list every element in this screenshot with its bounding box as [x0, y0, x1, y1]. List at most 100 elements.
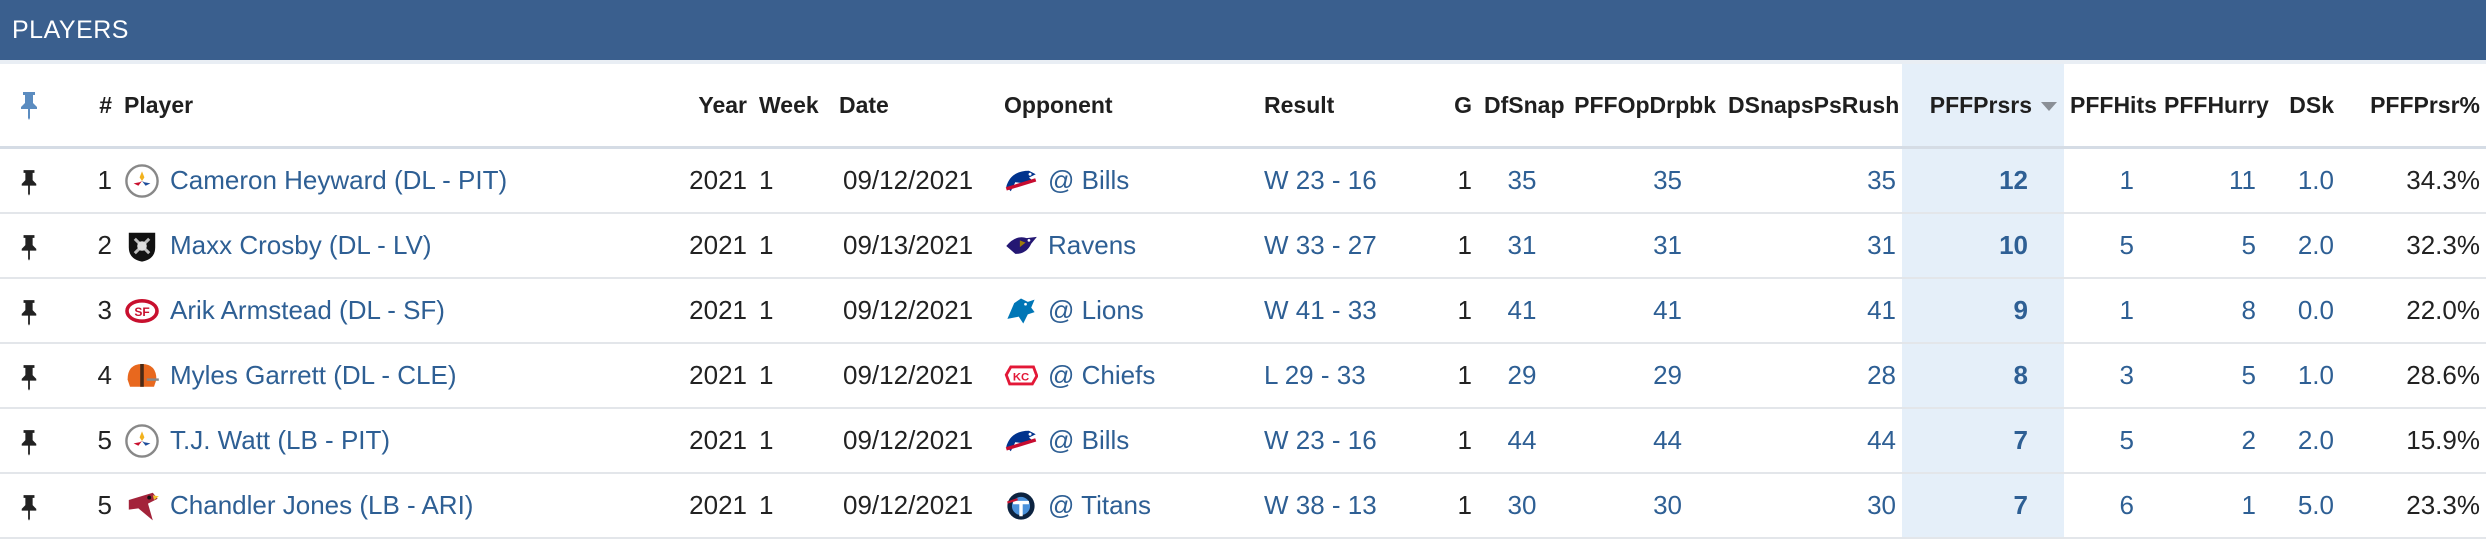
table-row[interactable]: 2 Maxx Crosby (DL - LV) 2021 1 09/13/2021 Rav… — [0, 213, 2486, 279]
table-header-row: # Player Year Week Date Opponent Result … — [0, 64, 2486, 149]
dsnapspsrush-column-header[interactable]: DSnapsPsRush — [1722, 64, 1902, 149]
rank-column-header[interactable]: # — [58, 64, 118, 149]
pffprsrs-cell[interactable]: 7 — [1902, 408, 2064, 474]
pin-row-button[interactable] — [0, 147, 58, 214]
player-link[interactable]: Myles Garrett (DL - CLE) — [170, 360, 457, 390]
dfsnap-cell[interactable]: 44 — [1478, 408, 1566, 474]
dfsnap-cell[interactable]: 29 — [1478, 343, 1566, 409]
result-link[interactable]: L 29 - 33 — [1258, 343, 1426, 409]
pin-row-button[interactable] — [0, 408, 58, 474]
pffopdrpbk-cell[interactable]: 31 — [1566, 213, 1722, 279]
dsnapspsrush-cell[interactable]: 35 — [1722, 147, 1902, 214]
opponent-link[interactable]: @ Lions — [1048, 295, 1144, 325]
dsnapspsrush-cell[interactable]: 31 — [1722, 213, 1902, 279]
result-link[interactable]: W 41 - 33 — [1258, 278, 1426, 344]
player-link[interactable]: Maxx Crosby (DL - LV) — [170, 230, 432, 260]
dfsnap-cell[interactable]: 30 — [1478, 473, 1566, 539]
g-column-header[interactable]: G — [1426, 64, 1478, 149]
opponent-link[interactable]: @ Chiefs — [1048, 360, 1156, 390]
pffopdrpbk-cell[interactable]: 41 — [1566, 278, 1722, 344]
pffhurry-cell[interactable]: 5 — [2158, 343, 2272, 409]
pffhurry-cell[interactable]: 2 — [2158, 408, 2272, 474]
rank-cell: 5 — [58, 473, 118, 539]
pin-row-button[interactable] — [0, 473, 58, 539]
dsk-cell[interactable]: 2.0 — [2272, 213, 2340, 279]
pffhurry-cell[interactable]: 5 — [2158, 213, 2272, 279]
dsk-cell[interactable]: 1.0 — [2272, 147, 2340, 214]
opponent-link[interactable]: @ Bills — [1048, 165, 1130, 195]
dfsnap-cell[interactable]: 31 — [1478, 213, 1566, 279]
svg-text:SF: SF — [134, 304, 149, 318]
dsk-column-header[interactable]: DSk — [2272, 64, 2340, 149]
pffprsrs-cell[interactable]: 9 — [1902, 278, 2064, 344]
dfsnap-cell[interactable]: 35 — [1478, 147, 1566, 214]
pffhurry-cell[interactable]: 11 — [2158, 147, 2272, 214]
players-table: # Player Year Week Date Opponent Result … — [0, 64, 2486, 539]
dsk-cell[interactable]: 0.0 — [2272, 278, 2340, 344]
table-row[interactable]: 4 Myles Garrett (DL - CLE) 2021 1 09/12/2021… — [0, 343, 2486, 409]
week-cell: 1 — [753, 343, 833, 409]
49ers-logo-icon: SF — [125, 298, 159, 323]
result-link[interactable]: W 33 - 27 — [1258, 213, 1426, 279]
dsnapspsrush-cell[interactable]: 28 — [1722, 343, 1902, 409]
pffopdrpbk-cell[interactable]: 29 — [1566, 343, 1722, 409]
dfsnap-cell[interactable]: 41 — [1478, 278, 1566, 344]
opponent-link[interactable]: @ Titans — [1048, 490, 1151, 520]
date-column-header[interactable]: Date — [833, 64, 998, 149]
player-link[interactable]: Arik Armstead (DL - SF) — [170, 295, 445, 325]
pffprsr-pct-column-header[interactable]: PFFPrsr% — [2340, 64, 2486, 149]
week-column-header[interactable]: Week — [753, 64, 833, 149]
pffopdrpbk-column-header[interactable]: PFFOpDrpbk — [1566, 64, 1722, 149]
table-row[interactable]: 5 T.J. Watt (LB - PIT) 2021 1 09/12/2021 @ Bi… — [0, 408, 2486, 474]
table-row[interactable]: 1 Cameron Heyward (DL - PIT) 2021 1 09/12/20… — [0, 147, 2486, 214]
pffhits-cell[interactable]: 3 — [2064, 343, 2158, 409]
player-link[interactable]: Chandler Jones (LB - ARI) — [170, 490, 474, 520]
player-link[interactable]: T.J. Watt (LB - PIT) — [170, 425, 391, 455]
dsnapspsrush-cell[interactable]: 41 — [1722, 278, 1902, 344]
pin-row-button[interactable] — [0, 213, 58, 279]
pffprsrs-cell[interactable]: 7 — [1902, 473, 2064, 539]
pffhits-cell[interactable]: 5 — [2064, 213, 2158, 279]
pffopdrpbk-cell[interactable]: 30 — [1566, 473, 1722, 539]
pffopdrpbk-cell[interactable]: 44 — [1566, 408, 1722, 474]
pffhits-column-header[interactable]: PFFHits — [2064, 64, 2158, 149]
dsk-cell[interactable]: 5.0 — [2272, 473, 2340, 539]
opponent-link[interactable]: Ravens — [1048, 230, 1137, 260]
table-row[interactable]: 5 Chandler Jones (LB - ARI) 2021 1 09/12/202… — [0, 473, 2486, 539]
result-link[interactable]: W 38 - 13 — [1258, 473, 1426, 539]
result-link[interactable]: W 23 - 16 — [1258, 147, 1426, 214]
opponent-link[interactable]: @ Bills — [1048, 425, 1130, 455]
pffprsr-pct-cell: 22.0% — [2340, 278, 2486, 344]
pffhurry-cell[interactable]: 1 — [2158, 473, 2272, 539]
dsnapspsrush-cell[interactable]: 44 — [1722, 408, 1902, 474]
pffprsr-pct-cell: 32.3% — [2340, 213, 2486, 279]
pffhurry-column-header[interactable]: PFFHurry — [2158, 64, 2272, 149]
pffhits-cell[interactable]: 6 — [2064, 473, 2158, 539]
dsk-cell[interactable]: 2.0 — [2272, 408, 2340, 474]
pffhits-cell[interactable]: 1 — [2064, 278, 2158, 344]
g-cell: 1 — [1426, 343, 1478, 409]
raiders-logo-icon — [128, 232, 156, 262]
pffopdrpbk-cell[interactable]: 35 — [1566, 147, 1722, 214]
opponent-column-header[interactable]: Opponent — [998, 64, 1258, 149]
pffhurry-cell[interactable]: 8 — [2158, 278, 2272, 344]
dsk-cell[interactable]: 1.0 — [2272, 343, 2340, 409]
result-link[interactable]: W 23 - 16 — [1258, 408, 1426, 474]
pin-column-header[interactable] — [0, 64, 58, 149]
pin-row-button[interactable] — [0, 278, 58, 344]
result-column-header[interactable]: Result — [1258, 64, 1426, 149]
table-row[interactable]: 3 SF Arik Armstead (DL - SF) 2021 1 09/12/202… — [0, 278, 2486, 344]
player-column-header[interactable]: Player — [118, 64, 653, 149]
player-link[interactable]: Cameron Heyward (DL - PIT) — [170, 165, 508, 195]
year-column-header[interactable]: Year — [653, 64, 753, 149]
pffprsrs-cell[interactable]: 10 — [1902, 213, 2064, 279]
dsnapspsrush-cell[interactable]: 30 — [1722, 473, 1902, 539]
pffprsrs-cell[interactable]: 8 — [1902, 343, 2064, 409]
pffhits-cell[interactable]: 5 — [2064, 408, 2158, 474]
pffhits-cell[interactable]: 1 — [2064, 147, 2158, 214]
pffprsrs-column-header[interactable]: PFFPrsrs — [1902, 64, 2064, 149]
pffprsrs-cell[interactable]: 12 — [1902, 147, 2064, 214]
dfsnap-column-header[interactable]: DfSnap — [1478, 64, 1566, 149]
pin-row-button[interactable] — [0, 343, 58, 409]
pin-icon — [21, 235, 37, 261]
